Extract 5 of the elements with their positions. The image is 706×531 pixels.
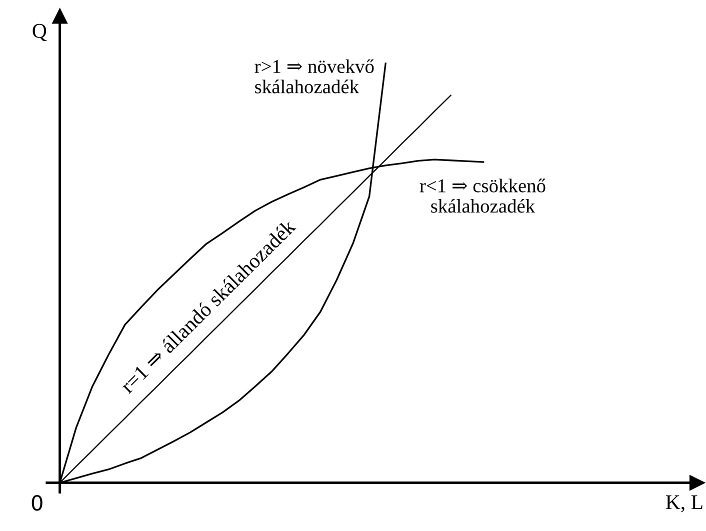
y-axis-title: Q [32, 24, 47, 42]
text: 0 [32, 494, 42, 511]
series-label: r<1 ⇒ csökkenő skálahozadék [420, 178, 546, 213]
text: K, L [666, 495, 702, 512]
series-label: r>1 ⇒ növekvő skálahozadék [254, 59, 374, 94]
